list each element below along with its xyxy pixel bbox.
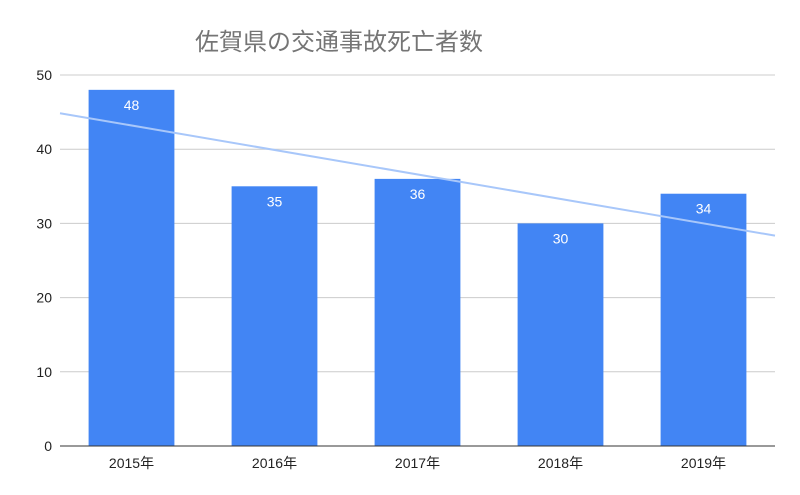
data-label: 36 bbox=[410, 186, 426, 202]
bar bbox=[231, 186, 318, 447]
trendline bbox=[59, 112, 776, 237]
y-tick-label: 0 bbox=[44, 438, 52, 454]
x-tick-label: 2018年 bbox=[538, 455, 583, 471]
bar bbox=[374, 178, 461, 446]
x-tick-label: 2016年 bbox=[252, 455, 297, 471]
x-tick-label: 2017年 bbox=[395, 455, 440, 471]
data-label: 34 bbox=[696, 201, 712, 217]
data-label: 35 bbox=[267, 193, 283, 209]
y-tick-label: 30 bbox=[36, 215, 52, 231]
y-tick-label: 10 bbox=[36, 364, 52, 380]
data-label: 30 bbox=[553, 230, 569, 246]
data-label: 48 bbox=[124, 97, 140, 113]
chart-title: 佐賀県の交通事故死亡者数 bbox=[195, 28, 483, 56]
x-tick-label: 2019年 bbox=[681, 455, 726, 471]
bar bbox=[660, 193, 747, 446]
y-tick-label: 20 bbox=[36, 290, 52, 306]
bar bbox=[88, 89, 175, 446]
bar bbox=[517, 223, 604, 446]
y-tick-label: 50 bbox=[36, 67, 52, 83]
y-tick-label: 40 bbox=[36, 141, 52, 157]
x-tick-label: 2015年 bbox=[109, 455, 154, 471]
